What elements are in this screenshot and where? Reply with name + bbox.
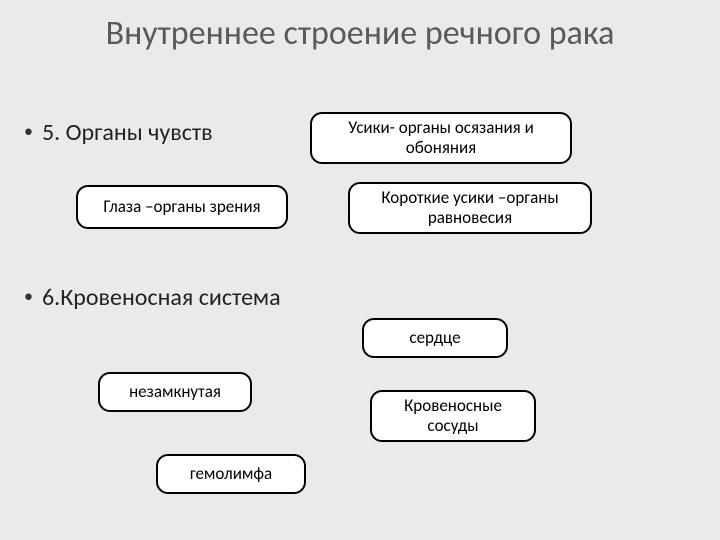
pill-eyes: Глаза –органы зрения bbox=[76, 185, 288, 229]
pill-antennae: Усики- органы осязания и обоняния bbox=[310, 112, 572, 164]
bullet-5-senses: 5. Органы чувств bbox=[42, 118, 213, 147]
pill-vessels: Кровеносные сосуды bbox=[370, 390, 536, 442]
bullet-6-circulatory: 6.Кровеносная система bbox=[42, 283, 281, 312]
pill-open-system: незамкнутая bbox=[98, 372, 252, 412]
pill-heart: сердце bbox=[362, 318, 508, 358]
slide-title: Внутреннее строение речного рака bbox=[0, 14, 720, 53]
pill-short-antennae: Короткие усики –органы равновесия bbox=[348, 182, 592, 234]
pill-hemolymph: гемолимфа bbox=[156, 454, 306, 494]
